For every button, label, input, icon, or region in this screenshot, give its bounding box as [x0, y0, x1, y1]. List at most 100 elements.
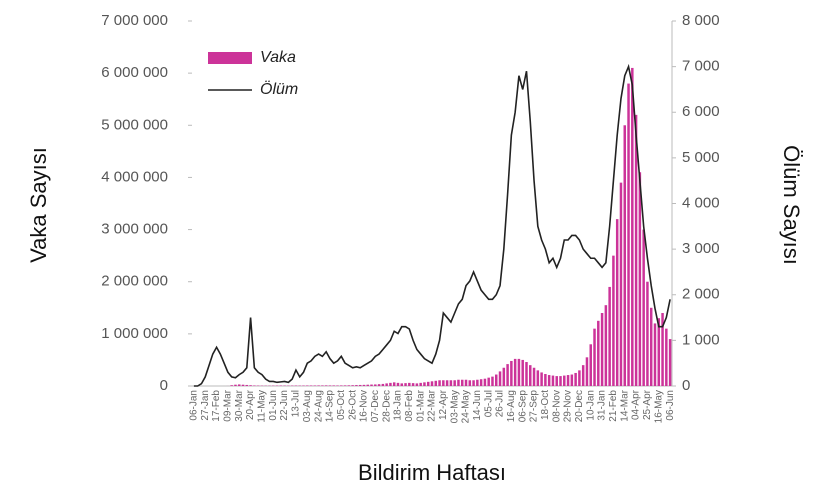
bar [544, 374, 547, 386]
y-tick-label: 0 [160, 377, 168, 394]
bar [623, 125, 627, 387]
bar [502, 367, 506, 386]
x-tick-label: 16-Nov [359, 390, 370, 422]
bar [374, 384, 377, 386]
x-tick-label: 22-Jun [279, 390, 290, 421]
bar [506, 364, 509, 386]
bar [642, 229, 645, 386]
bar [517, 358, 521, 386]
x-tick-label: 17-Feb [211, 390, 222, 422]
bar [408, 382, 411, 386]
x-tick-label: 05-Jul [483, 390, 494, 417]
bar [495, 374, 498, 386]
x-tick-label: 09-Mar [223, 389, 234, 421]
x-tick-label: 03-Aug [302, 390, 313, 422]
bar [498, 371, 502, 386]
bar [237, 384, 241, 386]
y2-tick-label: 0 [682, 377, 690, 394]
y2-tick-label: 4 000 [682, 194, 720, 211]
bar [389, 382, 392, 386]
bar [483, 378, 487, 386]
bar [574, 372, 577, 386]
x-tick-label: 08-Nov [551, 390, 562, 422]
bar [442, 380, 445, 386]
legend-swatch [208, 52, 252, 64]
bar [370, 384, 373, 386]
bar [309, 385, 313, 386]
bar [355, 385, 358, 386]
bar [241, 384, 245, 386]
bar [536, 370, 540, 386]
bar [612, 255, 615, 386]
y-tick-label: 2 000 000 [101, 273, 168, 290]
bar [321, 385, 324, 386]
bar [578, 370, 581, 386]
bar [657, 318, 661, 386]
x-tick-label: 26-Oct [347, 390, 358, 420]
bar [449, 380, 453, 386]
bar [385, 383, 388, 386]
x-tick-label: 16-May [653, 390, 664, 423]
bar [555, 376, 558, 386]
x-tick-label: 25-Apr [642, 389, 653, 420]
bar [453, 380, 456, 386]
bar [464, 379, 468, 386]
bar [230, 385, 233, 386]
bar [604, 305, 608, 386]
x-tick-label: 07-Dec [370, 390, 381, 422]
x-tick-label: 16-Aug [506, 390, 517, 422]
bar [343, 385, 347, 386]
bar [479, 379, 483, 386]
bar [340, 385, 343, 386]
bar [619, 182, 623, 386]
bar [245, 384, 249, 386]
bar [638, 172, 642, 386]
x-tick-label: 20-Apr [245, 389, 256, 420]
bar [615, 219, 619, 386]
y-tick-label: 7 000 000 [101, 12, 168, 29]
bar [445, 380, 449, 386]
legend-label: Ölüm [260, 80, 298, 98]
bar [438, 380, 441, 386]
y2-tick-label: 6 000 [682, 103, 720, 120]
bar [597, 320, 600, 386]
x-tick-label: 18-Jan [393, 390, 404, 421]
y-tick-label: 5 000 000 [101, 116, 168, 133]
y-axis-title: Vaka Sayısı [26, 147, 51, 263]
y-tick-label: 6 000 000 [101, 64, 168, 81]
x-tick-label: 28-Dec [381, 390, 392, 422]
bar [381, 383, 385, 386]
y-tick-label: 3 000 000 [101, 221, 168, 238]
y2-axis-title: Ölüm Sayısı [779, 145, 804, 265]
x-tick-label: 13-Jul [291, 390, 302, 417]
bar [581, 365, 585, 386]
bar [525, 362, 528, 386]
bar [585, 357, 589, 386]
x-tick-label: 20-Dec [574, 390, 585, 422]
bar [328, 385, 332, 386]
bar [324, 385, 328, 386]
x-tick-label: 29-Nov [563, 390, 574, 422]
bar [668, 339, 672, 386]
bar [336, 385, 339, 386]
bar [377, 384, 381, 386]
y2-tick-label: 7 000 [682, 58, 720, 75]
bar [600, 313, 604, 386]
x-tick-label: 31-Jan [597, 390, 608, 421]
x-tick-label: 01-Mar [415, 389, 426, 421]
bar [547, 375, 551, 386]
y2-tick-label: 1 000 [682, 331, 720, 348]
x-tick-label: 24-May [461, 390, 472, 423]
bar [396, 382, 400, 386]
y2-tick-label: 3 000 [682, 240, 720, 257]
x-tick-label: 18-Oct [540, 390, 551, 420]
bar [529, 365, 532, 386]
bar [366, 384, 369, 386]
x-tick-label: 30-Mar [234, 389, 245, 421]
bar [434, 380, 438, 386]
x-tick-label: 14-Jun [472, 390, 483, 421]
bar [430, 381, 434, 386]
bar [589, 344, 592, 386]
x-tick-label: 06-Sep [517, 390, 528, 423]
bar [665, 328, 668, 386]
